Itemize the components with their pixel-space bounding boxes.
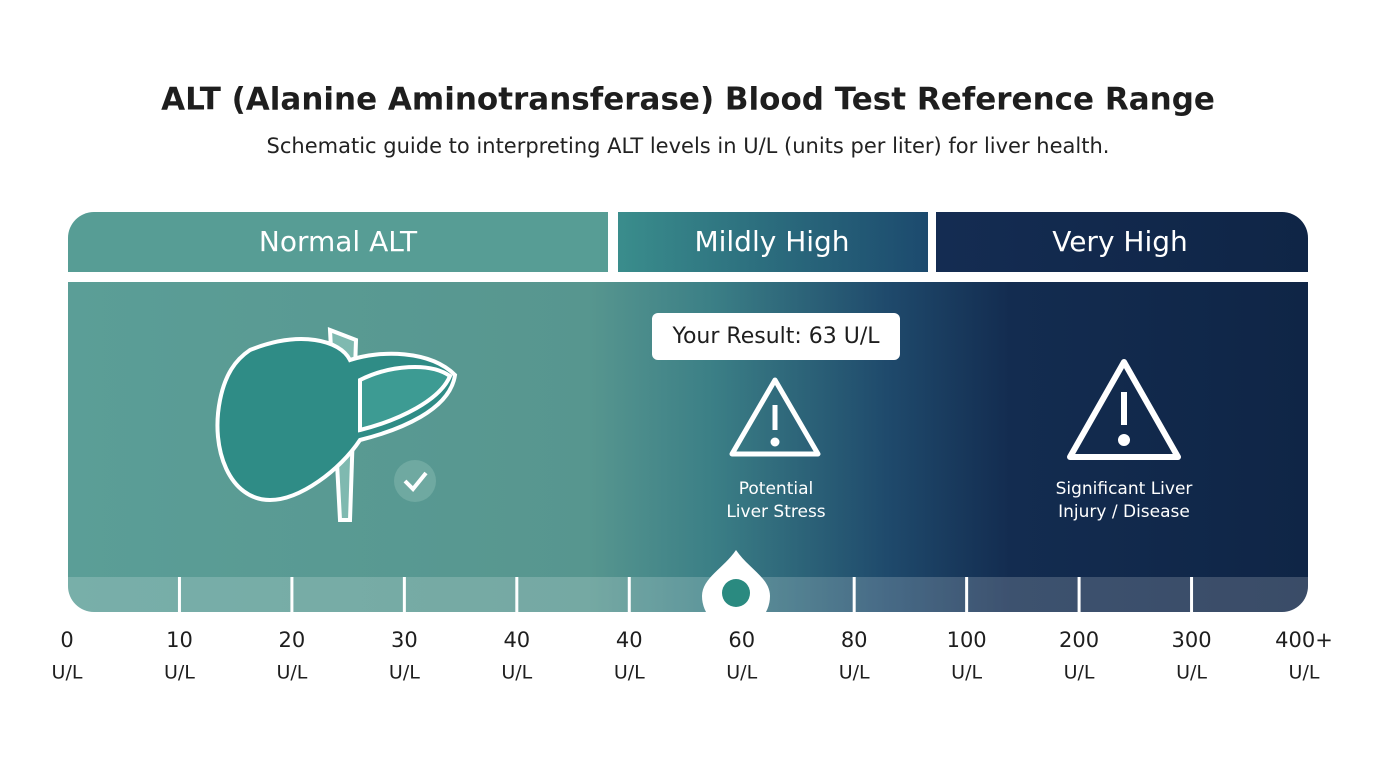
scale: 0 U/L 10 U/L 20 U/L 30 U/L 40 U/L 40 U/L 60 U/L 80 U/L 1… xyxy=(52,577,1333,684)
zone-note: Significant Liver Injury / Disease xyxy=(1056,479,1193,522)
zone-header xyxy=(68,212,608,272)
tick-unit: U/L xyxy=(951,662,982,684)
tick-value: 10 xyxy=(166,628,193,652)
warning-icon xyxy=(729,377,821,457)
note-line: Significant Liver xyxy=(1056,479,1193,499)
tick-unit: U/L xyxy=(501,662,532,684)
tick-unit: U/L xyxy=(164,662,195,684)
result-marker xyxy=(702,550,770,630)
tick-value: 40 xyxy=(616,628,643,652)
tick-unit: U/L xyxy=(726,662,757,684)
zone-note: Potential Liver Stress xyxy=(726,479,825,522)
tick-value: 20 xyxy=(279,628,306,652)
result-box xyxy=(652,313,900,360)
zone-header xyxy=(936,212,1308,272)
tick-unit: U/L xyxy=(389,662,420,684)
zone-name: Mildly High xyxy=(694,225,849,258)
tick-value: 200 xyxy=(1059,628,1099,652)
result-label: Your Result: 63 U/L xyxy=(671,324,880,349)
note-line: Potential xyxy=(739,479,813,499)
note-line: Injury / Disease xyxy=(1058,502,1190,522)
title: ALT (Alanine Aminotransferase) Blood Tes… xyxy=(161,82,1215,118)
tick-value: 60 xyxy=(728,628,755,652)
tick-unit: U/L xyxy=(1176,662,1207,684)
zone-header xyxy=(618,212,928,272)
tick-value: 300 xyxy=(1171,628,1211,652)
tick-unit: U/L xyxy=(614,662,645,684)
tick-value: 80 xyxy=(841,628,868,652)
tick-unit: U/L xyxy=(839,662,870,684)
tick-value: 400+ xyxy=(1275,628,1333,652)
liver-icon xyxy=(215,327,458,522)
note-line: Liver Stress xyxy=(726,502,825,522)
tick-value: 40 xyxy=(503,628,530,652)
zone-name: Normal ALT xyxy=(259,225,418,258)
tick-value: 30 xyxy=(391,628,418,652)
tick-unit: U/L xyxy=(52,662,83,684)
tick-value: 0 xyxy=(60,628,73,652)
subtitle: Schematic guide to interpreting ALT leve… xyxy=(267,134,1110,158)
tick-value: 100 xyxy=(947,628,987,652)
warning-icon xyxy=(1067,359,1181,460)
zone-name: Very High xyxy=(1052,225,1188,258)
tick-unit: U/L xyxy=(276,662,307,684)
tick-unit: U/L xyxy=(1064,662,1095,684)
scale-strip xyxy=(68,577,1308,612)
tick-unit: U/L xyxy=(1289,662,1320,684)
